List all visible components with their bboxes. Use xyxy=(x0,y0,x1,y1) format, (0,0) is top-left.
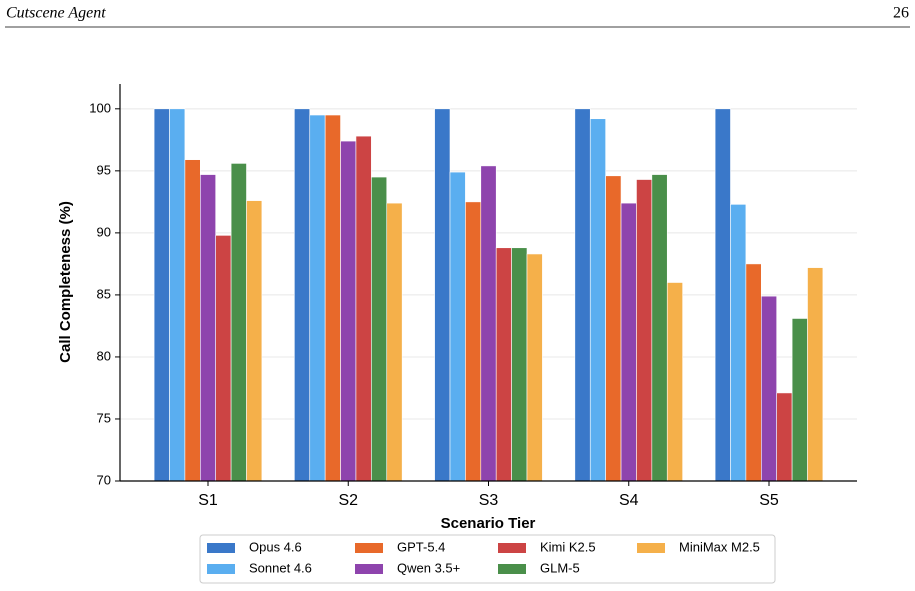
legend-label: Opus 4.6 xyxy=(249,539,302,554)
y-tick-label: 80 xyxy=(97,348,111,363)
bar xyxy=(495,247,512,482)
bar xyxy=(574,108,591,482)
bar xyxy=(714,108,731,482)
legend-swatch xyxy=(355,564,383,574)
legend-label: Kimi K2.5 xyxy=(540,539,596,554)
legend-swatch xyxy=(207,543,235,553)
bar xyxy=(636,179,653,482)
bar xyxy=(309,114,326,482)
bar xyxy=(294,108,311,482)
bar xyxy=(169,108,186,482)
y-tick-label: 90 xyxy=(97,224,111,239)
y-tick-label: 85 xyxy=(97,286,111,301)
bar xyxy=(371,176,388,482)
x-tick-label: S2 xyxy=(338,492,358,509)
bar xyxy=(230,163,247,482)
x-tick-label: S5 xyxy=(759,492,779,509)
x-tick-label: S1 xyxy=(198,492,218,509)
bar xyxy=(589,118,606,482)
legend-swatch xyxy=(207,564,235,574)
y-tick-label: 75 xyxy=(97,410,111,425)
x-axis-label: Scenario Tier xyxy=(441,515,536,532)
bar xyxy=(386,202,403,482)
legend-swatch xyxy=(637,543,665,553)
bar xyxy=(215,235,232,482)
x-tick-label: S4 xyxy=(619,492,639,509)
bar xyxy=(200,174,217,482)
legend-label: Sonnet 4.6 xyxy=(249,560,312,575)
bar xyxy=(340,140,357,482)
bar xyxy=(730,204,747,482)
bar xyxy=(449,171,466,482)
bar xyxy=(605,175,622,482)
bar xyxy=(745,263,762,482)
bar xyxy=(355,135,372,482)
bar xyxy=(791,318,808,482)
bar xyxy=(526,253,543,482)
legend-label: MiniMax M2.5 xyxy=(679,539,760,554)
bar xyxy=(760,295,777,482)
y-axis-label: Call Completeness (%) xyxy=(57,201,74,363)
y-tick-label: 70 xyxy=(97,472,111,487)
x-tick-label: S3 xyxy=(479,492,499,509)
y-tick-label: 100 xyxy=(89,100,111,115)
y-tick-label: 95 xyxy=(97,162,111,177)
bar xyxy=(324,114,341,482)
bar xyxy=(184,159,201,482)
bar xyxy=(480,165,497,482)
legend-swatch xyxy=(355,543,383,553)
running-title: Cutscene Agent xyxy=(6,5,106,22)
legend-label: GPT-5.4 xyxy=(397,539,445,554)
page-number: 26 xyxy=(893,5,909,22)
bar xyxy=(434,108,451,482)
legend-swatch xyxy=(498,543,526,553)
legend-swatch xyxy=(498,564,526,574)
legend-label: Qwen 3.5+ xyxy=(397,560,460,575)
legend-box xyxy=(199,534,776,584)
bar xyxy=(666,282,683,482)
bar xyxy=(651,174,668,482)
bar xyxy=(776,392,793,482)
bar xyxy=(511,247,528,482)
bar xyxy=(246,200,263,482)
bar xyxy=(807,267,824,482)
bar xyxy=(153,108,170,482)
bar xyxy=(620,202,637,482)
legend-label: GLM-5 xyxy=(540,560,580,575)
bar xyxy=(465,201,482,482)
